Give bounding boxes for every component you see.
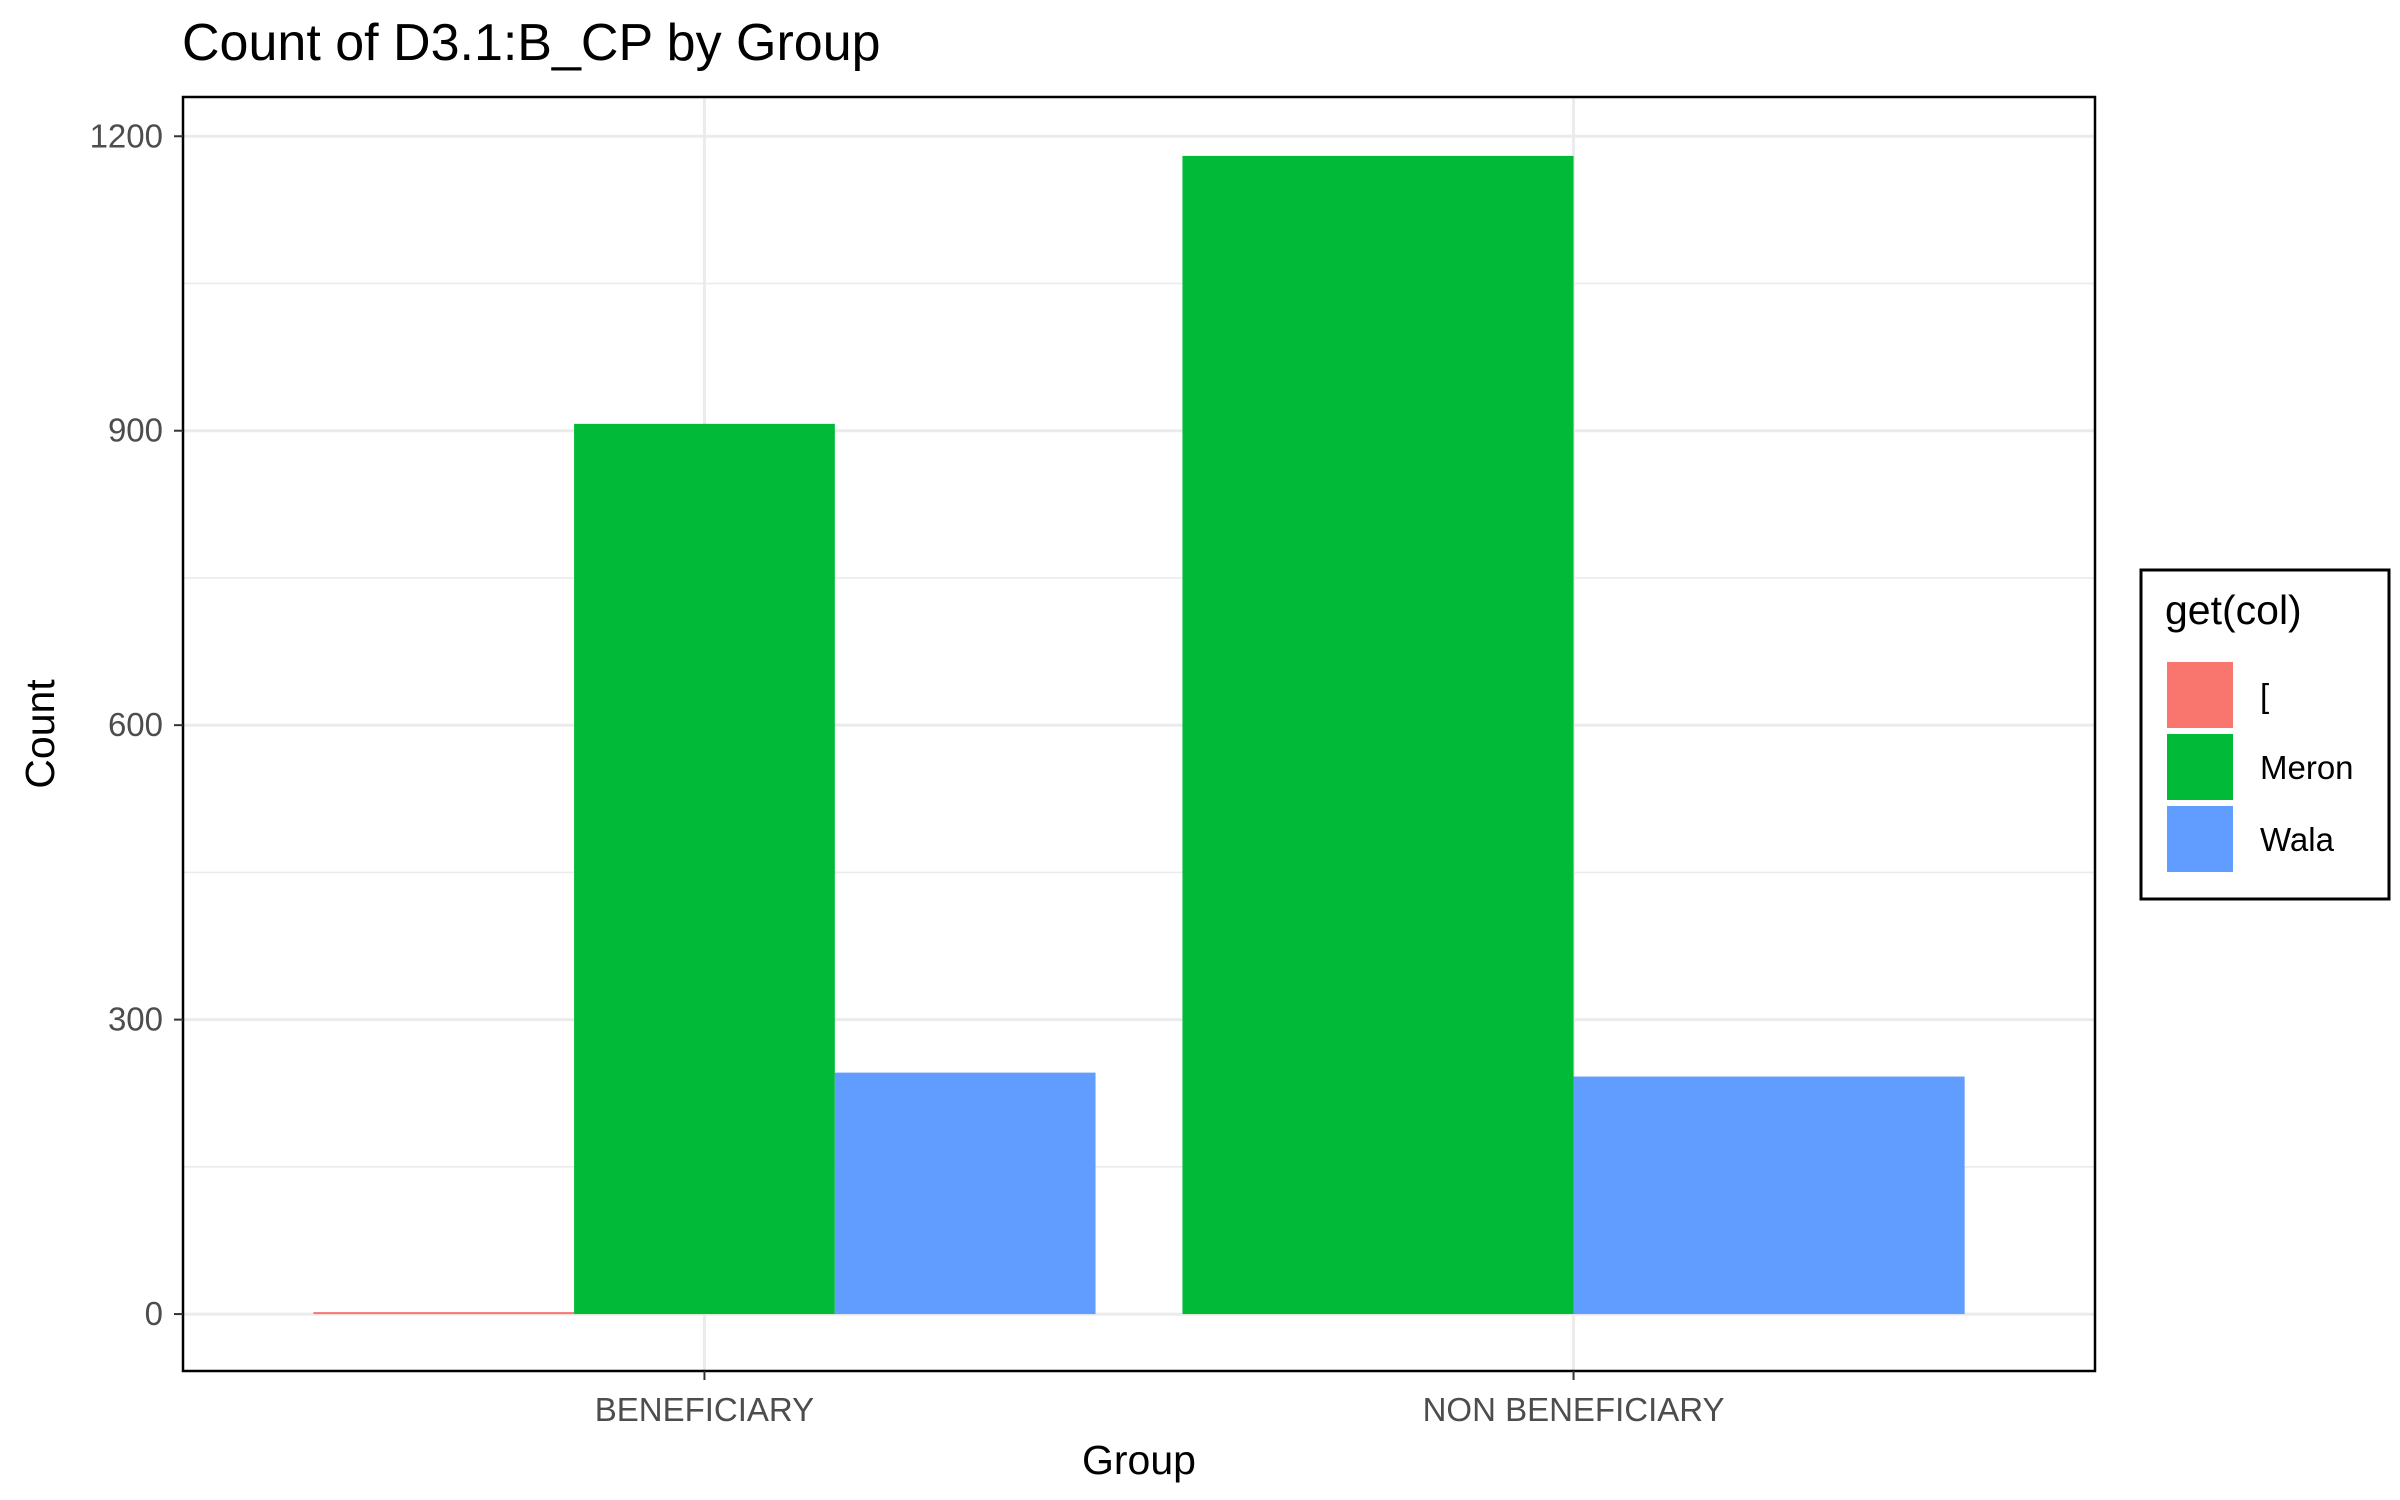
x-tick-label: NON BENEFICIARY [1423,1391,1725,1428]
bar---beneficiary [313,1312,575,1315]
x-tick-label: BENEFICIARY [595,1391,814,1428]
plot-panel-border [181,95,2097,1373]
y-tick-label: 0 [145,1295,163,1332]
y-tick-label: 900 [108,412,163,449]
legend-key-- [2167,662,2233,728]
bar-wala-beneficiary [834,1072,1096,1315]
legend-label: Wala [2260,821,2335,858]
bars [313,155,1965,1315]
bar-meron-beneficiary [574,423,835,1315]
legend-items: [ Meron Wala [2167,662,2354,872]
x-axis-ticks: BENEFICIARY NON BENEFICIARY [595,1371,1725,1428]
bar-wala-non-beneficiary [1573,1076,1965,1315]
legend-label: Meron [2260,749,2354,786]
chart-title: Count of D3.1:B_CP by Group [182,14,881,72]
y-tick-label: 600 [108,706,163,743]
y-tick-label: 1200 [90,117,163,154]
y-axis-ticks: 0 300 600 900 1200 [90,117,183,1332]
legend: get(col) [ Meron Wala [2139,568,2391,901]
bar-meron-non-beneficiary [1182,155,1574,1315]
legend-key-meron [2167,734,2233,800]
x-axis-title: Group [1082,1437,1196,1483]
legend-key-wala [2167,806,2233,872]
y-tick-label: 300 [108,1001,163,1038]
legend-title: get(col) [2165,587,2302,633]
legend-label: [ [2260,677,2269,714]
y-axis-title: Count [17,679,63,789]
